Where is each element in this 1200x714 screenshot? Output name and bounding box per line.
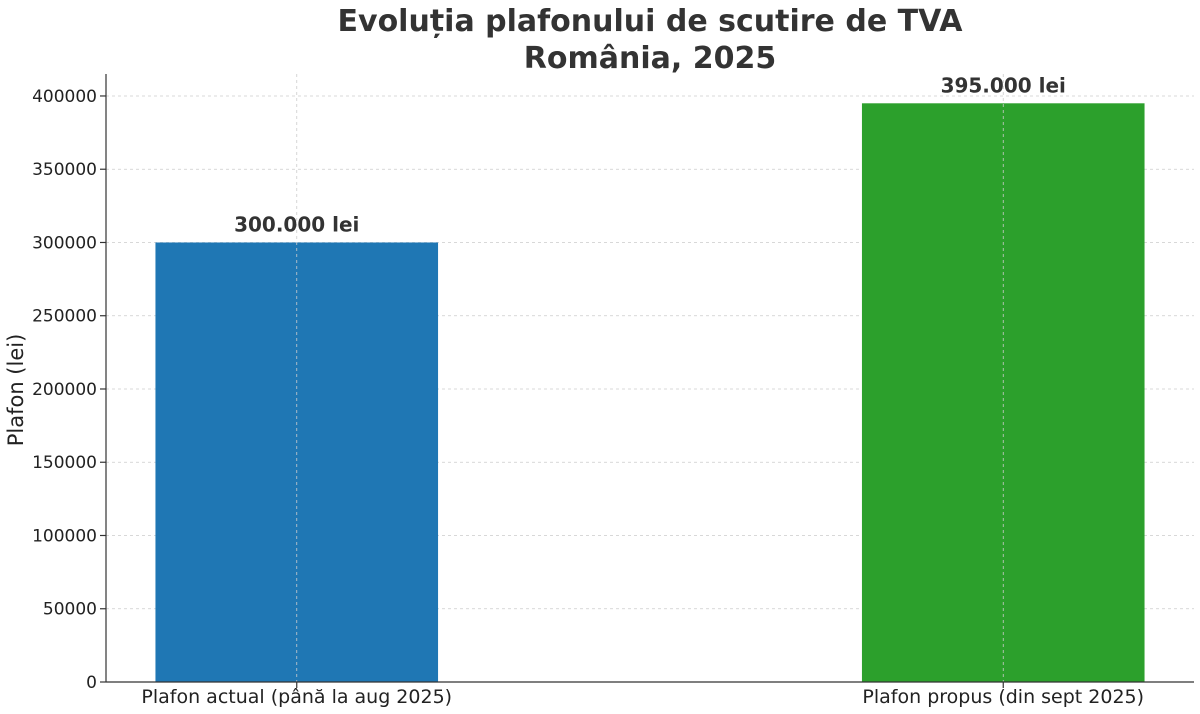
y-tick-label: 50000 [43, 600, 97, 620]
x-axis-labels: Plafon actual (până la aug 2025) Plafon p… [141, 682, 1144, 708]
y-tick-label: 350000 [32, 160, 97, 180]
bar-data-label: 395.000 lei [941, 73, 1066, 97]
vertical-grid [296, 74, 1004, 682]
axes [105, 74, 1194, 683]
y-tick-label: 100000 [32, 526, 97, 546]
bars [155, 103, 1145, 682]
y-tick-label: 300000 [32, 233, 97, 253]
y-tick-label: 250000 [32, 307, 97, 327]
y-axis-title: Plafon (lei) [4, 334, 28, 447]
y-tick-label: 150000 [32, 453, 97, 473]
x-tick-label: Plafon propus (din sept 2025) [862, 686, 1144, 708]
bar-data-label: 300.000 lei [234, 212, 359, 236]
chart-title-line-2: România, 2025 [524, 41, 776, 76]
y-axis-ticks: 0 50000 100000 150000 200000 250000 300000 3500… [32, 87, 106, 693]
y-tick-label: 0 [86, 673, 97, 693]
data-labels: 300.000 lei 395.000 lei [234, 73, 1066, 236]
chart-title: Evoluția plafonului de scutire de TVA Ro… [338, 4, 964, 76]
x-tick-label: Plafon actual (până la aug 2025) [141, 686, 452, 708]
y-tick-label: 200000 [32, 380, 97, 400]
y-tick-label: 400000 [32, 87, 97, 107]
chart-title-line-1: Evoluția plafonului de scutire de TVA [338, 4, 964, 39]
